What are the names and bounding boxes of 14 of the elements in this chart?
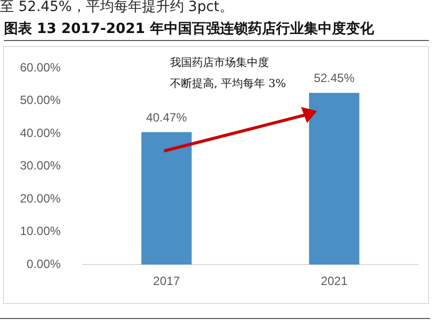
y-tick-label: 20.00% — [20, 191, 62, 206]
y-tick-label: 30.00% — [20, 158, 62, 173]
annotation: 我国药店市场集中度 — [170, 56, 269, 69]
data-label: 52.45% — [314, 71, 355, 86]
y-tick-label: 10.00% — [20, 224, 62, 238]
chart-title: 图表 13 2017-2021 年中国百强连锁药店行业集中度变化 — [4, 20, 429, 41]
y-tick-label: 50.00% — [20, 93, 62, 108]
y-tick-label: 60.00% — [20, 60, 62, 75]
x-tick-label: 2017 — [153, 274, 180, 288]
y-tick-label: 40.00% — [20, 126, 62, 140]
annotation: 不断提高, 平均每年 3% — [170, 77, 286, 90]
x-tick-label: 2021 — [320, 274, 348, 288]
data-label: 40.47% — [146, 110, 188, 124]
y-tick-label: 0.00% — [26, 256, 62, 271]
